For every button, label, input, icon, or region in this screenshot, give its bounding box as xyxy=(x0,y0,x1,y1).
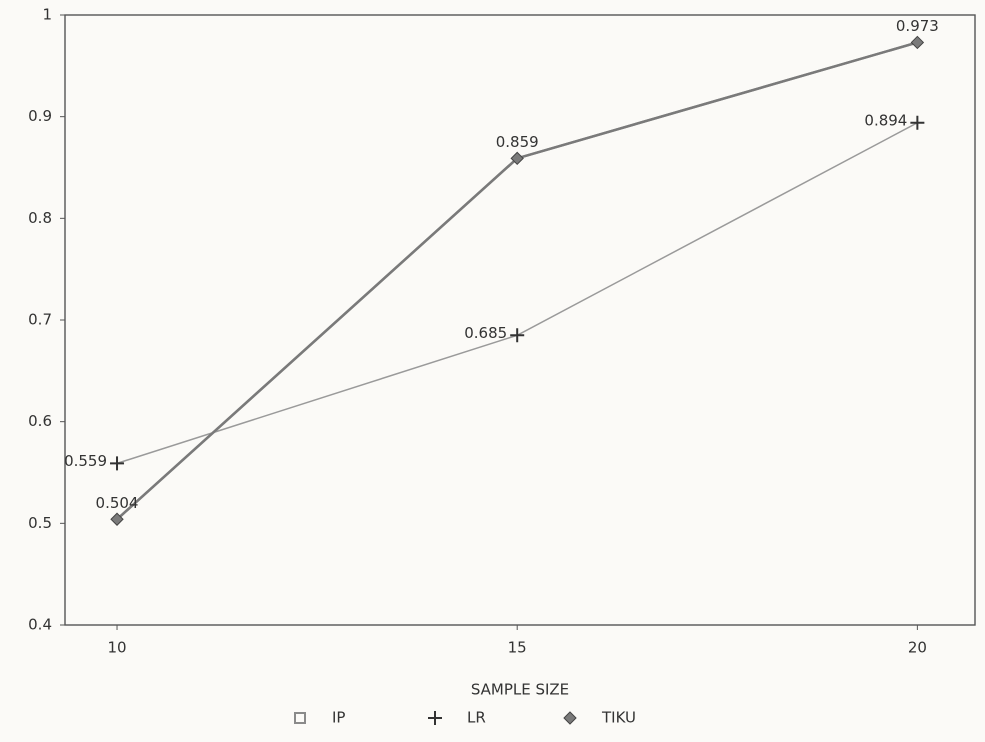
y-tick-label: 0.4 xyxy=(28,616,52,634)
data-label: 0.504 xyxy=(96,494,139,512)
data-label: 0.685 xyxy=(464,324,507,342)
data-label: 0.973 xyxy=(896,17,939,35)
data-point xyxy=(510,151,524,166)
data-label: 0.859 xyxy=(496,133,539,151)
legend-marker xyxy=(294,712,306,724)
data-label: 0.559 xyxy=(64,452,107,470)
x-axis-label: SAMPLE SIZE xyxy=(471,681,569,699)
legend-label: LR xyxy=(467,709,486,727)
plot-frame xyxy=(64,14,976,626)
x-tick-label: 15 xyxy=(508,639,527,657)
data-point xyxy=(910,115,925,130)
y-tick-label: 0.7 xyxy=(28,311,52,329)
legend-label: TIKU xyxy=(601,709,636,727)
legend-marker xyxy=(563,711,577,725)
y-tick-label: 1 xyxy=(42,6,52,24)
data-point xyxy=(510,328,525,343)
data-point xyxy=(910,35,925,50)
x-tick-label: 10 xyxy=(107,639,126,657)
legend-label: IP xyxy=(332,709,345,727)
data-point xyxy=(110,456,125,471)
data-label: 0.894 xyxy=(864,111,907,129)
x-tick-label: 20 xyxy=(908,639,927,657)
y-tick-label: 0.5 xyxy=(28,514,52,532)
data-point xyxy=(110,512,124,526)
series-line xyxy=(116,41,918,521)
y-tick-label: 0.6 xyxy=(28,412,52,430)
legend-marker xyxy=(428,711,442,725)
series-line xyxy=(116,41,918,521)
y-tick-label: 0.9 xyxy=(28,107,52,125)
y-tick-label: 0.8 xyxy=(28,209,52,227)
